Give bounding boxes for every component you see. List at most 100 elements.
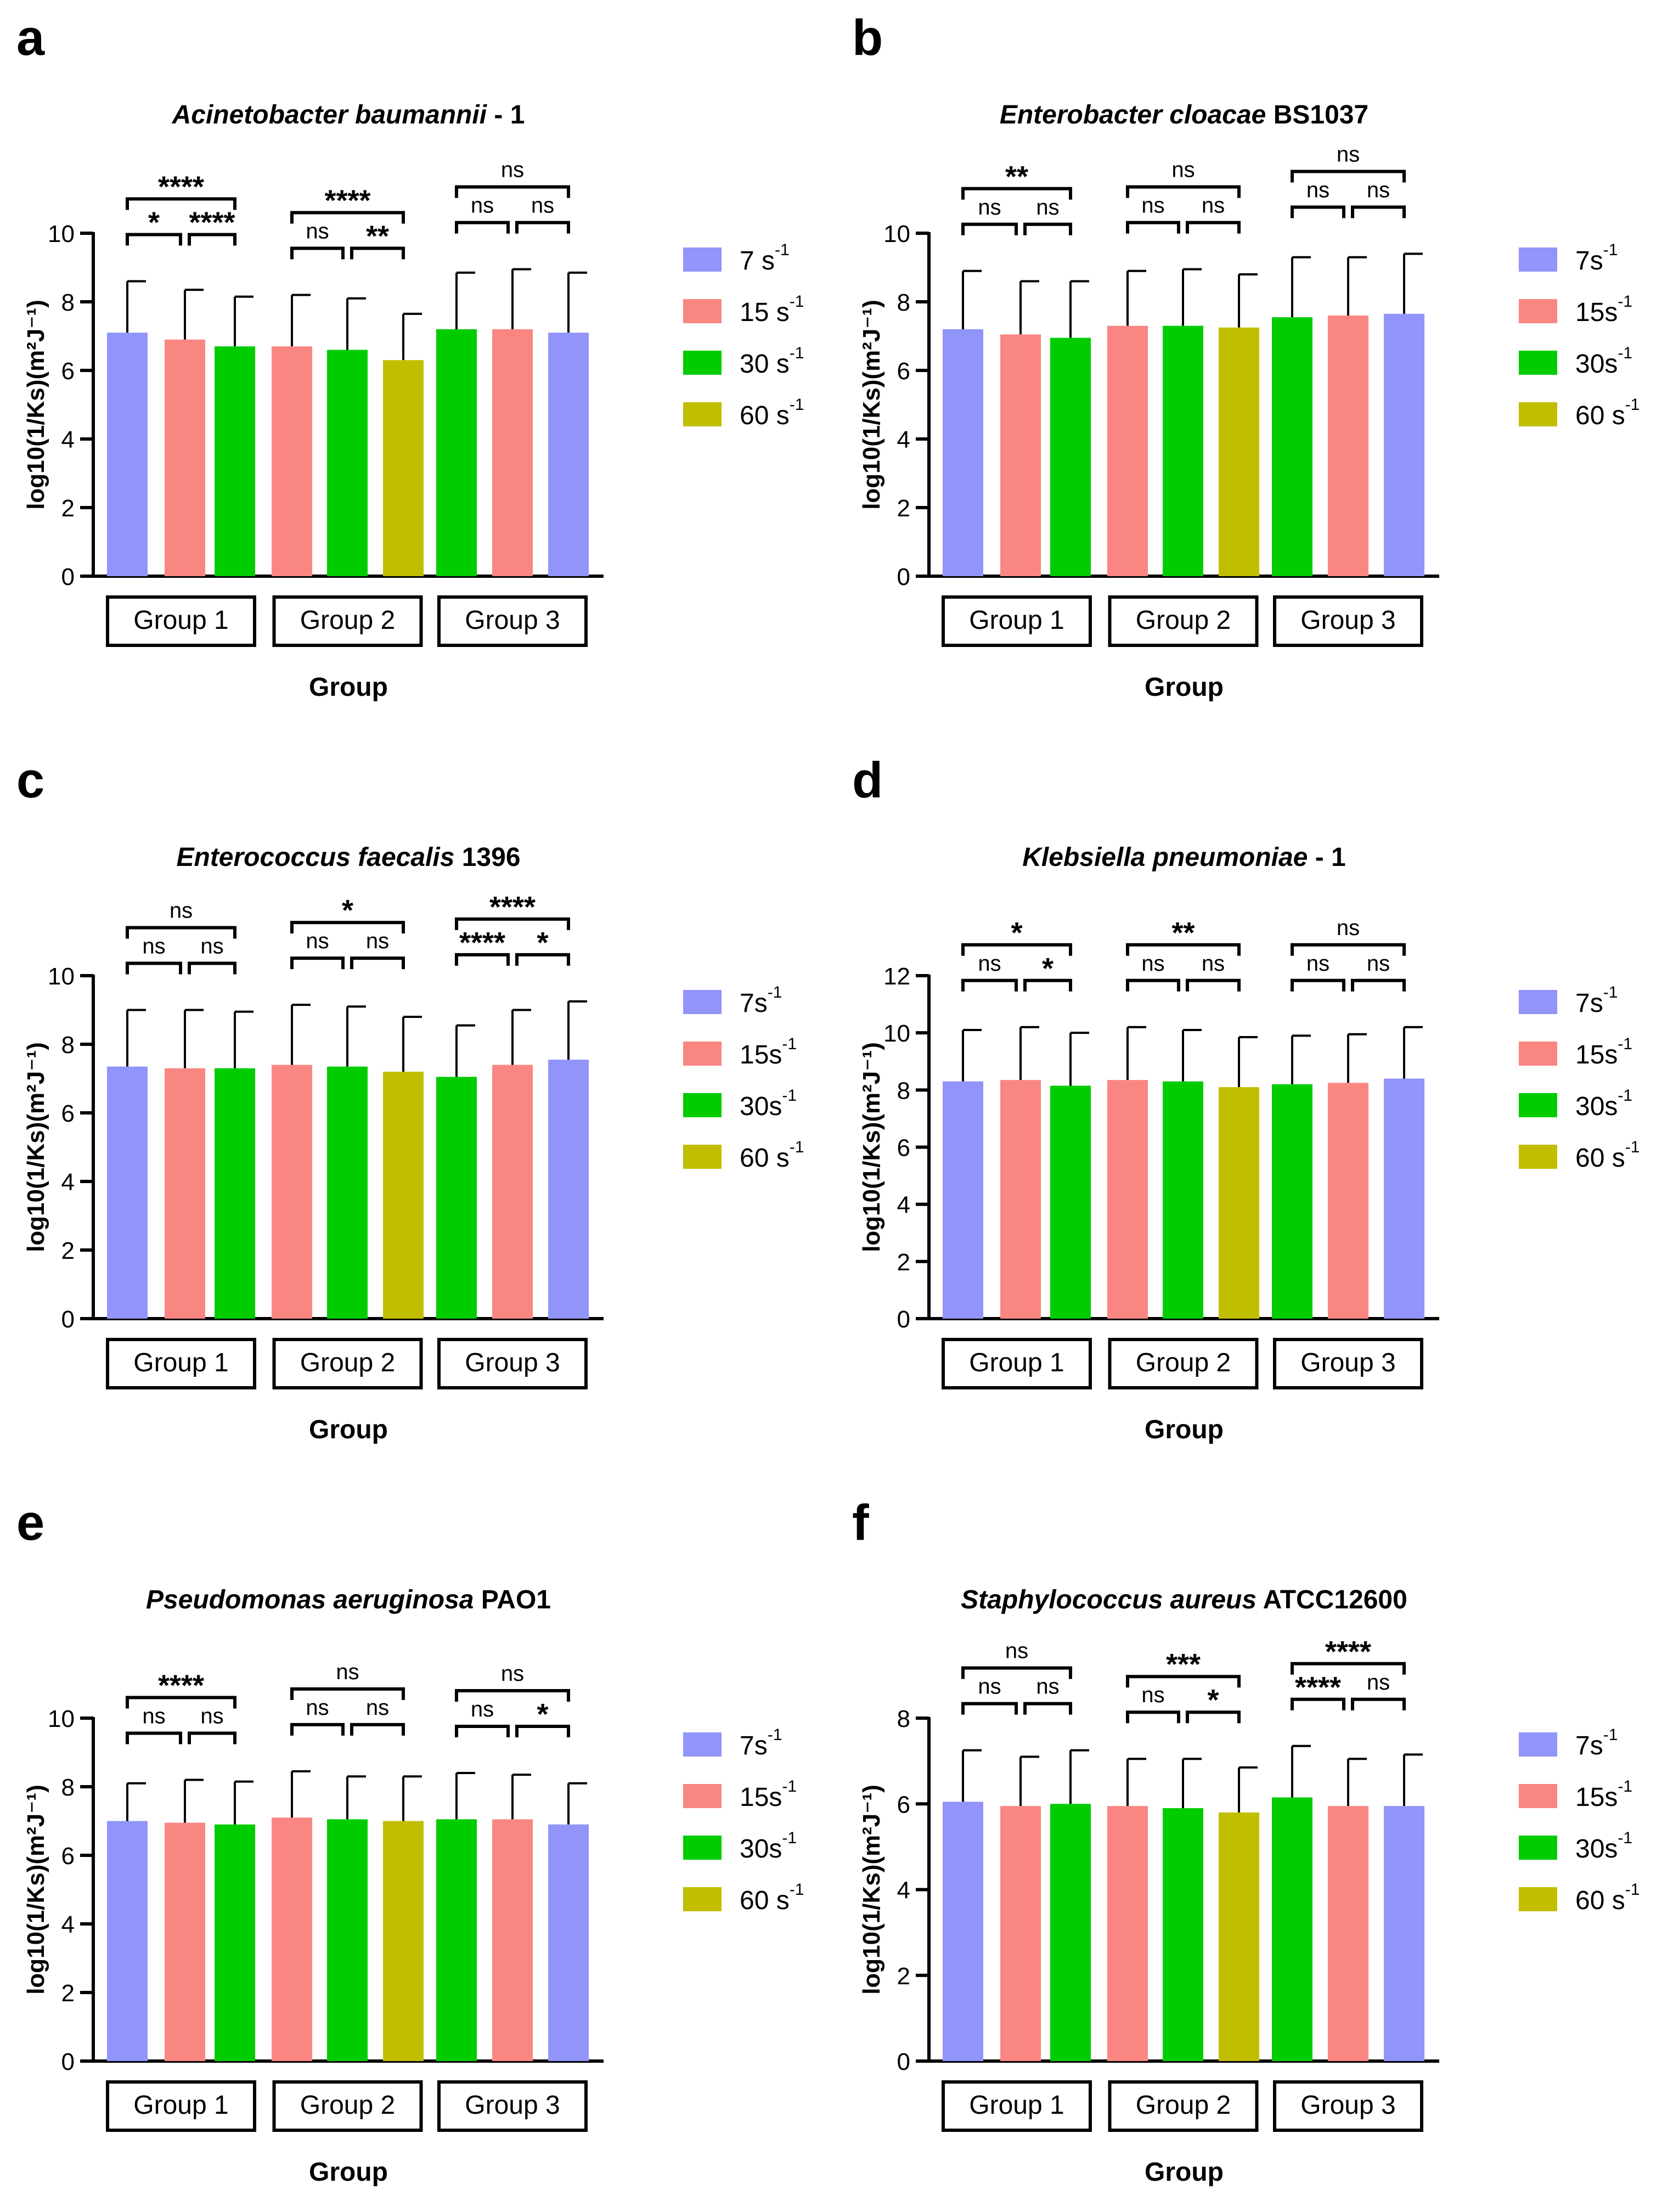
significance-label: ns [471, 194, 494, 218]
bar [1272, 317, 1312, 576]
y-tick-label: 10 [48, 1706, 75, 1732]
y-tick-label: 12 [883, 963, 910, 990]
chart-title: Staphylococcus aureus ATCC12600 [961, 1585, 1407, 1614]
significance-label: ns [1036, 195, 1059, 219]
bar [1107, 1080, 1148, 1319]
significance-bracket [290, 1687, 405, 1700]
significance-bracket [290, 246, 345, 260]
y-tick-label: 0 [897, 564, 910, 590]
significance-label: ns [1141, 1683, 1164, 1707]
significance-label: ns [1202, 952, 1225, 976]
group-label-box [1273, 1338, 1423, 1389]
significance-label: ns [1171, 158, 1195, 182]
legend-label: 30s-1 [1575, 1087, 1632, 1121]
panel-letter: e [16, 1495, 44, 1551]
y-tick-label: 0 [897, 1306, 910, 1333]
group-label-box [942, 1338, 1092, 1389]
y-axis-label: log10(1/Ks)(m²J⁻¹) [858, 300, 885, 510]
group-label-box [437, 595, 588, 647]
y-tick-label: 6 [897, 1791, 910, 1818]
significance-label: ns [1367, 178, 1390, 202]
y-axis-label: log10(1/Ks)(m²J⁻¹) [22, 1785, 49, 1995]
bar [548, 1060, 589, 1319]
bar [165, 339, 205, 576]
significance-label: * [537, 926, 548, 959]
significance-label: ns [471, 1697, 494, 1721]
chart-panel-f: f Staphylococcus aureus ATCC12600 log10(1/… [852, 1495, 1640, 2187]
significance-label: ns [501, 158, 524, 182]
bar [548, 333, 589, 576]
bar [436, 329, 477, 576]
bar [327, 1066, 368, 1319]
y-tick-label: 10 [883, 1020, 910, 1047]
significance-bracket [1126, 1710, 1180, 1724]
chart-title-species: Enterococcus faecalis [176, 843, 454, 872]
legend-swatch [683, 1887, 722, 1911]
legend-swatch [683, 299, 722, 323]
group-label-box [437, 1338, 588, 1389]
legend-swatch [683, 1784, 722, 1808]
significance-bracket [350, 1723, 405, 1736]
bar [1219, 327, 1259, 576]
bar [1000, 1080, 1041, 1319]
y-tick-label: 8 [897, 1706, 910, 1732]
chart-title: Enterococcus faecalis 1396 [176, 843, 520, 872]
significance-bracket [455, 1689, 570, 1702]
x-tick-label: Group 3 [1300, 606, 1395, 635]
significance-bracket [1291, 205, 1345, 218]
significance-label: ns [200, 1704, 223, 1729]
significance-bracket [126, 926, 236, 939]
significance-bracket [1126, 943, 1241, 956]
legend-swatch [1519, 351, 1557, 375]
panel-letter: b [852, 10, 883, 66]
legend-swatch [1519, 1145, 1557, 1169]
significance-bracket [961, 222, 1018, 235]
legend-swatch [1519, 990, 1557, 1014]
bar [383, 1072, 424, 1319]
y-tick-label: 0 [61, 564, 75, 590]
bar [215, 346, 255, 576]
x-tick-label: Group 1 [969, 1348, 1064, 1377]
legend-swatch [683, 1836, 722, 1860]
bar [1384, 313, 1424, 576]
chart-panel-c: c Enterococcus faecalis 1396 log10(1/Ks)(m… [16, 752, 804, 1444]
bar [492, 1065, 533, 1319]
bar [1219, 1087, 1259, 1319]
bar [1107, 325, 1148, 576]
y-tick-label: 2 [61, 495, 75, 522]
bar [1328, 1806, 1368, 2061]
significance-bracket [1023, 222, 1072, 235]
significance-label: ns [366, 1696, 389, 1720]
significance-label: ** [1171, 916, 1195, 949]
legend-label: 30s-1 [1575, 344, 1632, 379]
legend-label: 7 s-1 [740, 241, 790, 275]
x-tick-label: Group 2 [300, 606, 395, 635]
significance-label: ns [978, 1675, 1001, 1699]
x-tick-label: Group 1 [969, 2091, 1064, 2120]
bar [1163, 1081, 1203, 1319]
significance-bracket [455, 185, 570, 198]
legend-label: 7s-1 [1575, 983, 1618, 1018]
legend-label: 15s-1 [740, 1035, 797, 1070]
y-tick-label: 6 [897, 1135, 910, 1162]
y-tick-label: 4 [897, 426, 910, 453]
y-tick-label: 4 [61, 1169, 75, 1196]
y-tick-label: 8 [897, 289, 910, 316]
significance-bracket [1126, 1675, 1241, 1688]
legend-swatch [683, 351, 722, 375]
legend-swatch [683, 1145, 722, 1169]
significance-bracket [290, 956, 345, 970]
significance-bracket [290, 921, 405, 934]
chart-title-species: Enterobacter cloacae [1000, 100, 1266, 130]
bar [107, 1066, 148, 1319]
significance-label: **** [158, 171, 204, 204]
group-label-box [942, 595, 1092, 647]
bar [107, 333, 148, 576]
legend-label: 7s-1 [740, 983, 782, 1018]
significance-bracket [1351, 1697, 1406, 1710]
significance-bracket [455, 221, 510, 234]
legend-swatch [683, 990, 722, 1014]
significance-label: ns [978, 952, 1001, 976]
y-tick-label: 2 [897, 1249, 910, 1276]
